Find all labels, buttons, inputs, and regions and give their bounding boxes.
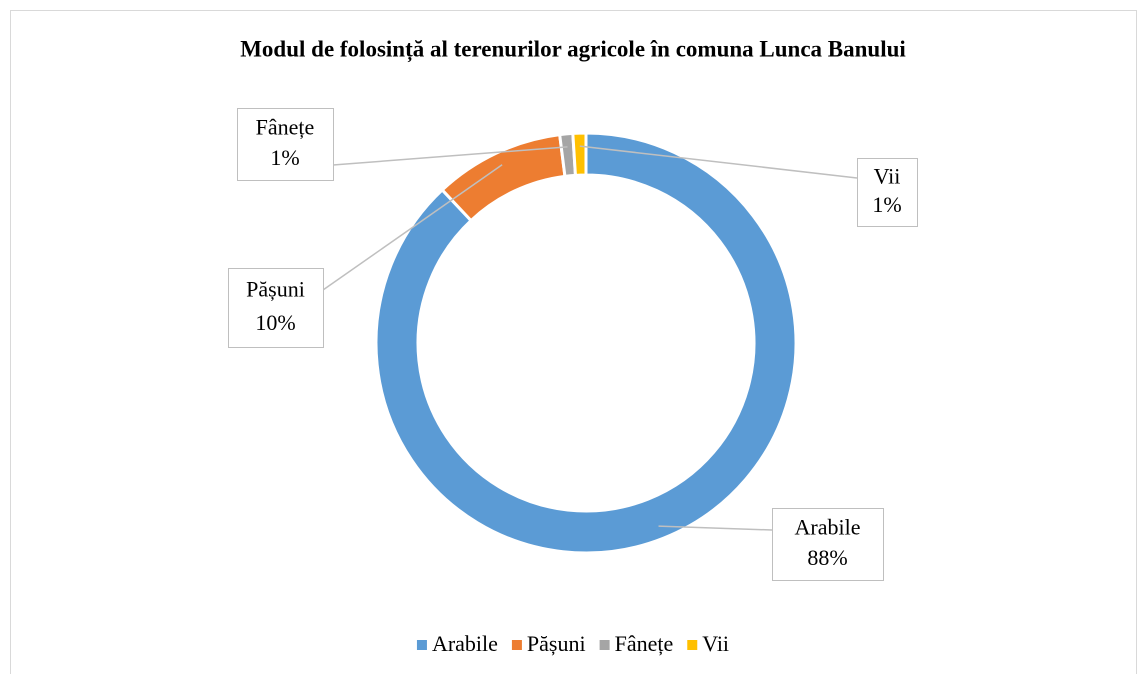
legend-swatch (599, 640, 610, 650)
label-box (857, 158, 918, 227)
legend-swatch (687, 640, 698, 650)
data-label-name: Arabile (795, 515, 861, 540)
leader-line (322, 164, 503, 291)
data-label-value: 10% (255, 310, 295, 335)
label-box (228, 268, 324, 348)
legend-label: Pășuni (527, 631, 586, 656)
chart-border (10, 10, 1137, 674)
chart-title: Modul de folosință al terenurilor agrico… (240, 36, 906, 62)
label-box (772, 508, 884, 581)
data-label-value: 88% (807, 545, 847, 570)
donut-slice (374, 131, 798, 555)
leader-line (579, 145, 858, 179)
data-label-value: 1% (270, 145, 299, 170)
legend-swatch (511, 640, 522, 650)
leader-line (658, 525, 773, 531)
legend-label: Arabile (432, 631, 498, 656)
data-label-name: Fânețe (256, 115, 315, 140)
legend-label: Vii (702, 631, 729, 656)
label-box (237, 108, 334, 181)
legend-label: Fânețe (615, 631, 674, 656)
data-label-name: Pășuni (246, 277, 305, 302)
leader-line (332, 146, 568, 166)
legend-swatch (416, 640, 427, 650)
data-label-value: 1% (872, 192, 901, 217)
legend: Arabile Pășuni Fânețe Vii (416, 631, 729, 656)
data-label-name: Vii (874, 163, 901, 188)
donut-slice (571, 131, 588, 177)
